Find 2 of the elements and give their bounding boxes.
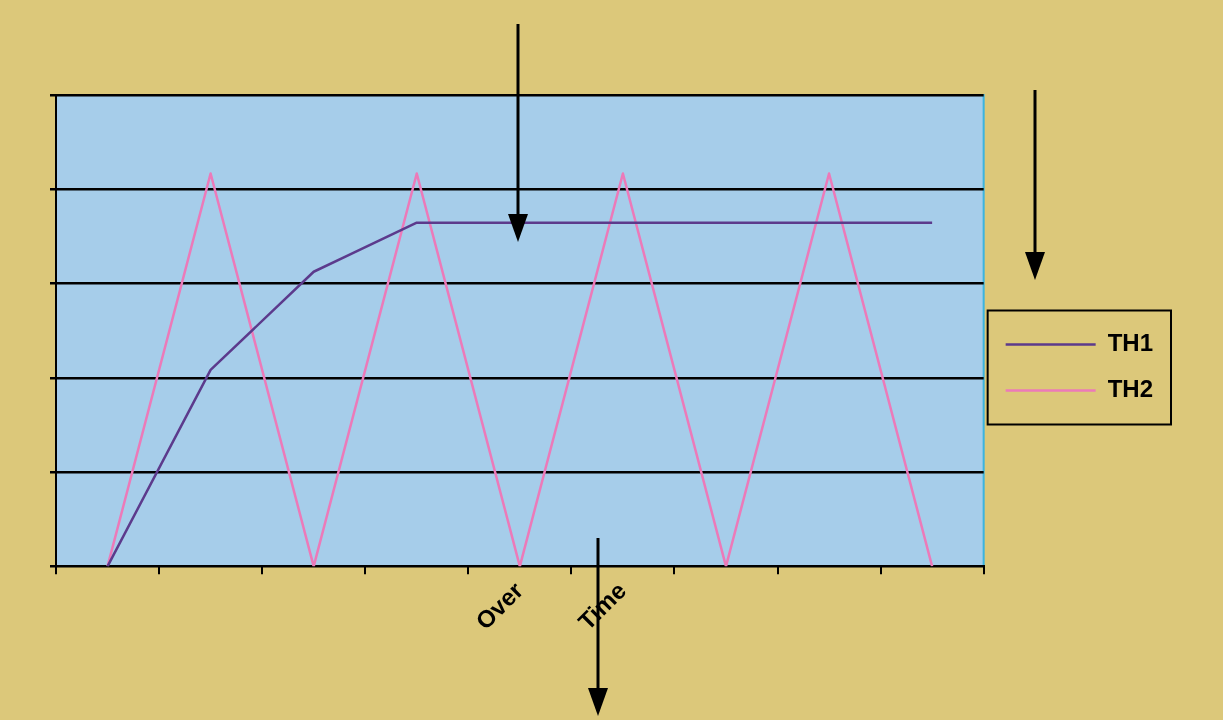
legend-label: TH1 [1107, 329, 1153, 357]
legend-label: TH2 [1107, 375, 1153, 403]
